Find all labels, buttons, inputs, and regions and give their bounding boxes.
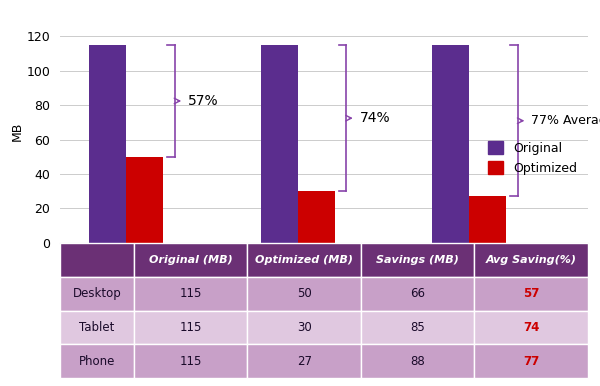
Bar [475,277,588,311]
Text: Desktop: Desktop [73,287,121,300]
Text: 74: 74 [523,321,539,334]
Text: 66: 66 [410,287,425,300]
Text: 77: 77 [523,355,539,368]
Text: 74%: 74% [359,111,390,125]
Text: Tablet: Tablet [79,321,115,334]
Text: 57: 57 [523,287,539,300]
Text: 27: 27 [296,355,312,368]
Text: Optimized (MB): Optimized (MB) [255,255,353,265]
Text: 50: 50 [297,287,311,300]
Text: Original (MB): Original (MB) [149,255,233,265]
Bar [247,277,361,311]
Bar [89,45,126,243]
Y-axis label: MB: MB [11,121,23,141]
Text: Phone: Phone [79,355,115,368]
Bar [361,311,475,344]
Bar [247,243,361,277]
Bar [361,243,475,277]
Bar [134,243,247,277]
Bar [475,344,588,378]
Bar [361,277,475,311]
Bar [247,344,361,378]
Bar [134,311,247,344]
Bar [126,157,163,243]
Bar [134,277,247,311]
Text: 77% Average Savings: 77% Average Savings [531,114,600,127]
Bar [60,344,134,378]
Bar [60,311,134,344]
Text: Savings (MB): Savings (MB) [376,255,459,265]
Bar [60,277,134,311]
Bar [247,311,361,344]
Text: 57%: 57% [188,94,218,108]
Text: 85: 85 [410,321,425,334]
Bar [134,344,247,378]
Text: Avg Saving(%): Avg Saving(%) [486,255,577,265]
Text: 115: 115 [179,355,202,368]
Text: 115: 115 [179,287,202,300]
Bar [60,243,134,277]
Legend: Original, Optimized: Original, Optimized [483,136,582,179]
Text: 30: 30 [297,321,311,334]
Text: 115: 115 [179,321,202,334]
Bar [432,45,469,243]
Bar [475,311,588,344]
Bar [298,191,335,243]
Bar [361,344,475,378]
Text: 88: 88 [410,355,425,368]
Bar [469,196,506,243]
Bar [475,243,588,277]
Bar [260,45,298,243]
